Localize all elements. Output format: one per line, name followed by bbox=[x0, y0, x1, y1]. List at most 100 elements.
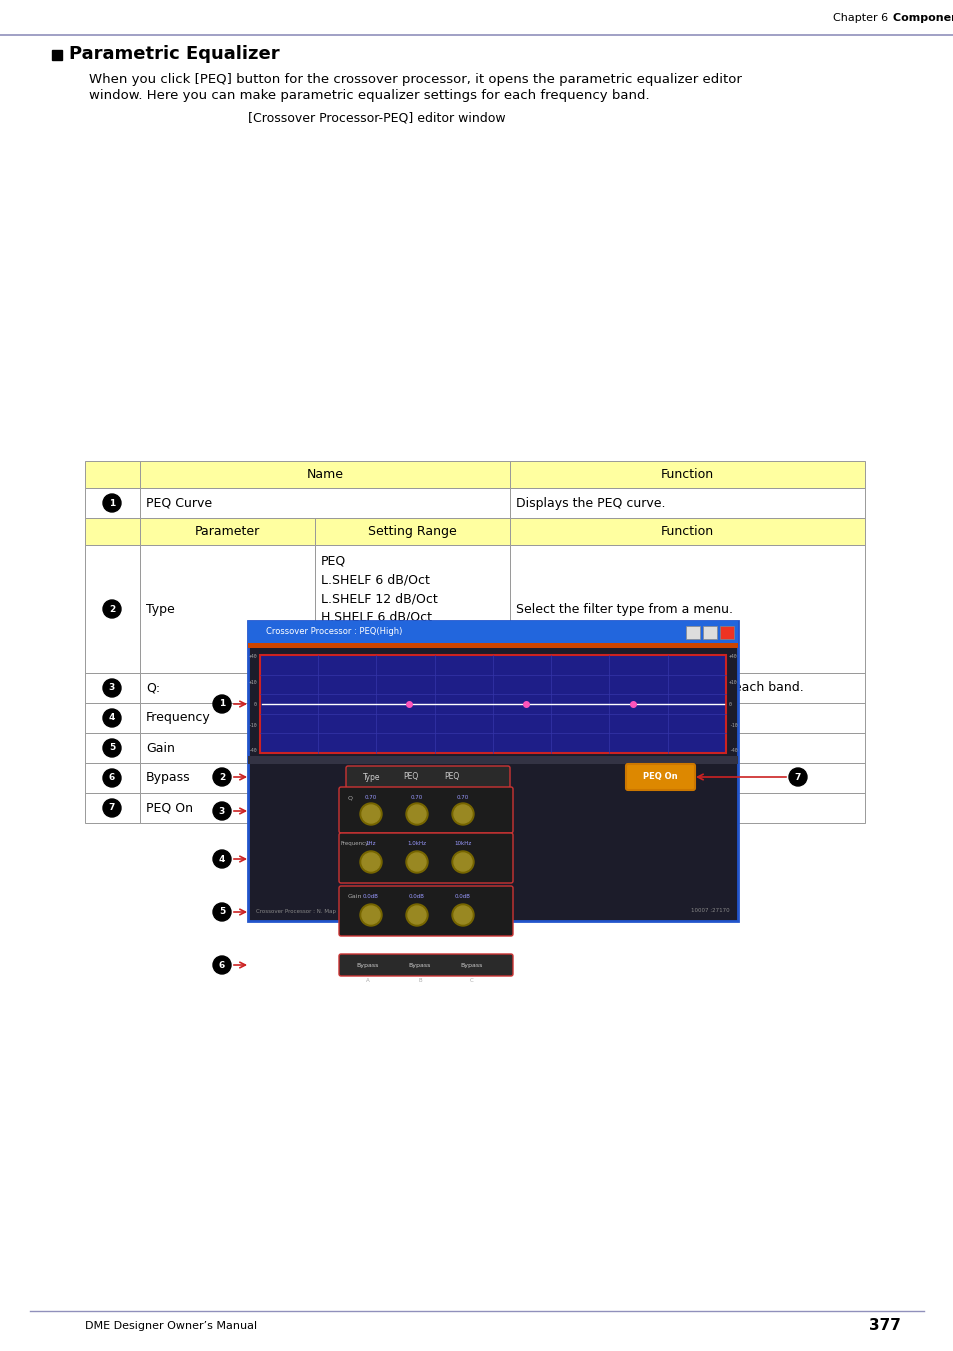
Text: Crossover Processor : N. Map: Crossover Processor : N. Map bbox=[255, 908, 335, 913]
Text: 2: 2 bbox=[109, 604, 115, 613]
Text: Bypass: Bypass bbox=[409, 962, 431, 967]
Bar bbox=[85, 517, 140, 544]
Text: Sets the frequency for each band.: Sets the frequency for each band. bbox=[516, 712, 729, 724]
Bar bbox=[314, 544, 510, 673]
Text: Type: Type bbox=[146, 603, 174, 616]
Circle shape bbox=[408, 907, 426, 924]
Text: Bypass: Bypass bbox=[146, 771, 191, 785]
Circle shape bbox=[406, 851, 428, 873]
Bar bbox=[314, 703, 510, 734]
Bar bbox=[314, 673, 510, 703]
Circle shape bbox=[406, 904, 428, 925]
Text: PEQ: PEQ bbox=[443, 773, 458, 781]
Text: window. Here you can make parametric equalizer settings for each frequency band.: window. Here you can make parametric equ… bbox=[89, 89, 649, 103]
Text: 0: 0 bbox=[728, 701, 731, 707]
Text: Function: Function bbox=[660, 526, 713, 538]
Text: 20 Hz to 20 kHz: 20 Hz to 20 kHz bbox=[320, 712, 420, 724]
Text: Gain: Gain bbox=[348, 894, 362, 898]
Bar bbox=[314, 517, 510, 544]
Circle shape bbox=[788, 767, 806, 786]
Bar bbox=[510, 703, 864, 734]
Text: 5: 5 bbox=[109, 743, 115, 753]
Text: Chapter 6: Chapter 6 bbox=[832, 14, 893, 23]
Bar bbox=[510, 673, 864, 703]
Circle shape bbox=[359, 802, 381, 825]
Text: 3: 3 bbox=[218, 807, 225, 816]
Bar bbox=[510, 544, 864, 673]
Text: When you click [PEQ] button for the crossover processor, it opens the parametric: When you click [PEQ] button for the cros… bbox=[89, 73, 741, 85]
Bar bbox=[248, 621, 738, 643]
Text: Setting Range: Setting Range bbox=[368, 526, 456, 538]
FancyBboxPatch shape bbox=[625, 765, 695, 790]
Circle shape bbox=[361, 852, 379, 871]
Text: PEQ: PEQ bbox=[402, 773, 417, 781]
Bar bbox=[140, 488, 510, 517]
Circle shape bbox=[361, 805, 379, 823]
Bar bbox=[510, 517, 864, 544]
Text: 0.1 to 16.0: 0.1 to 16.0 bbox=[320, 681, 389, 694]
Text: ON/OFF: ON/OFF bbox=[320, 801, 368, 815]
Text: Crossover Processor : PEQ(High): Crossover Processor : PEQ(High) bbox=[266, 627, 402, 636]
Circle shape bbox=[359, 904, 381, 925]
Bar bbox=[85, 488, 140, 517]
Text: 7: 7 bbox=[109, 804, 115, 812]
Text: Frequency: Frequency bbox=[340, 842, 369, 846]
Bar bbox=[260, 655, 725, 753]
Text: 10007 :27170: 10007 :27170 bbox=[691, 908, 729, 913]
Text: Name: Name bbox=[306, 467, 343, 481]
Text: Type: Type bbox=[363, 773, 380, 781]
Bar bbox=[510, 734, 864, 763]
Bar bbox=[510, 461, 864, 488]
Bar bbox=[140, 793, 314, 823]
Text: 10kHz: 10kHz bbox=[454, 842, 471, 846]
Text: 2: 2 bbox=[218, 773, 225, 781]
Text: PEQ
L.SHELF 6 dB/Oct
L.SHELF 12 dB/Oct
H.SHELF 6 dB/Oct
H.SHELF 12 dB/Oct
HPF
LP: PEQ L.SHELF 6 dB/Oct L.SHELF 12 dB/Oct H… bbox=[320, 555, 439, 680]
FancyBboxPatch shape bbox=[346, 766, 510, 788]
Text: 0.70: 0.70 bbox=[456, 794, 469, 800]
Bar bbox=[314, 793, 510, 823]
FancyBboxPatch shape bbox=[338, 886, 513, 936]
Circle shape bbox=[213, 767, 231, 786]
Circle shape bbox=[361, 907, 379, 924]
Text: PEQ Curve: PEQ Curve bbox=[146, 497, 212, 509]
Bar bbox=[140, 517, 314, 544]
Text: 4: 4 bbox=[218, 854, 225, 863]
Text: Turns the PEQ ON.: Turns the PEQ ON. bbox=[516, 801, 629, 815]
Bar bbox=[85, 461, 140, 488]
Text: Displays the PEQ curve.: Displays the PEQ curve. bbox=[516, 497, 665, 509]
Text: Select the filter type from a menu.: Select the filter type from a menu. bbox=[516, 603, 732, 616]
Circle shape bbox=[103, 798, 121, 817]
Bar bbox=[314, 763, 510, 793]
Text: A: A bbox=[366, 978, 370, 982]
Text: 0.70: 0.70 bbox=[364, 794, 376, 800]
Text: 0.0dB: 0.0dB bbox=[363, 894, 378, 898]
Bar bbox=[248, 643, 738, 648]
Text: Sets the gain for each band.: Sets the gain for each band. bbox=[516, 742, 693, 754]
Circle shape bbox=[452, 851, 474, 873]
Text: 1Hz: 1Hz bbox=[365, 842, 375, 846]
Circle shape bbox=[213, 957, 231, 974]
Circle shape bbox=[103, 680, 121, 697]
Circle shape bbox=[103, 709, 121, 727]
Bar bbox=[510, 488, 864, 517]
Text: -10: -10 bbox=[728, 723, 737, 728]
Circle shape bbox=[406, 802, 428, 825]
Text: 6: 6 bbox=[218, 961, 225, 970]
Text: Gain: Gain bbox=[146, 742, 174, 754]
Text: Q: Q bbox=[348, 794, 353, 800]
Bar bbox=[702, 626, 717, 639]
Circle shape bbox=[408, 852, 426, 871]
FancyBboxPatch shape bbox=[338, 954, 513, 975]
Text: C: C bbox=[470, 978, 474, 982]
Circle shape bbox=[213, 902, 231, 921]
Bar bbox=[720, 626, 733, 639]
FancyBboxPatch shape bbox=[338, 788, 513, 834]
Text: Q:: Q: bbox=[146, 681, 160, 694]
Bar bbox=[140, 763, 314, 793]
Text: 6: 6 bbox=[109, 774, 115, 782]
Text: 4: 4 bbox=[109, 713, 115, 723]
Circle shape bbox=[213, 802, 231, 820]
Circle shape bbox=[103, 739, 121, 757]
Text: -40: -40 bbox=[248, 747, 256, 753]
Text: Function: Function bbox=[660, 467, 713, 481]
